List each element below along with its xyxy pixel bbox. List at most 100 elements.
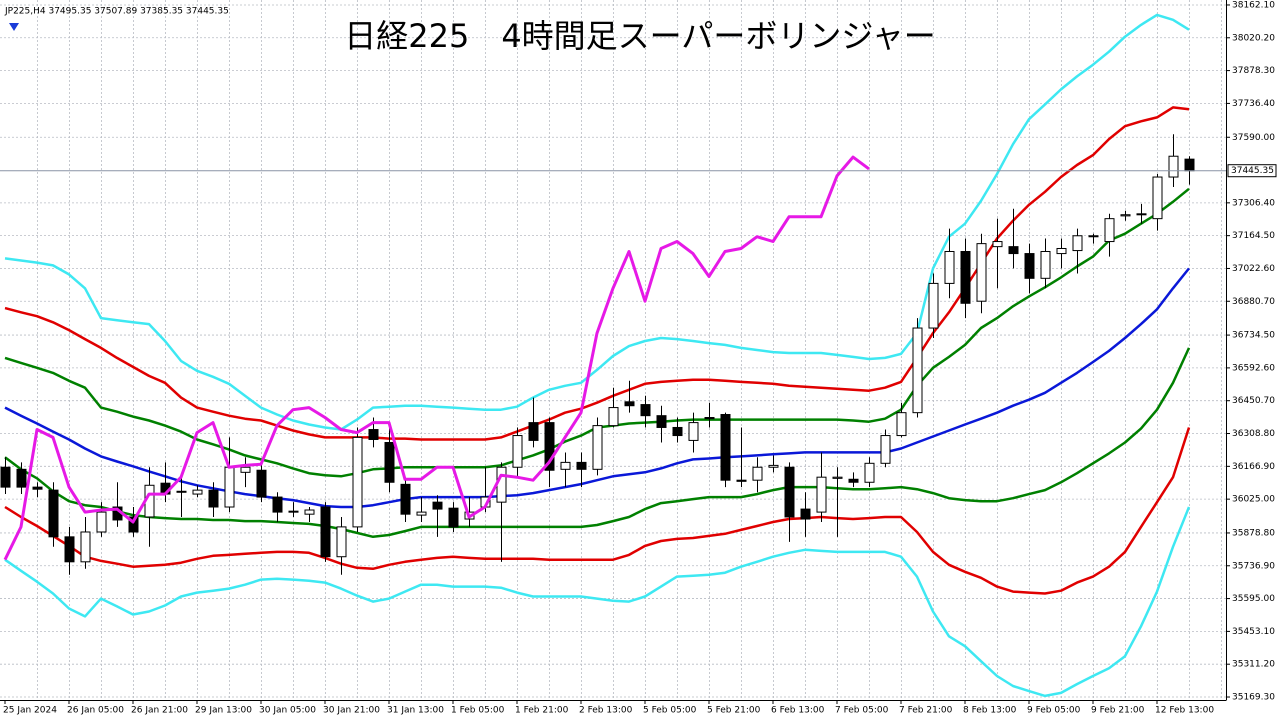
candle-body (784, 466, 795, 518)
candle-body (416, 511, 427, 516)
y-tick-label: 35595.00 (1232, 594, 1275, 604)
candle-body (304, 509, 315, 515)
x-tick-label: 26 Jan 05:00 (67, 706, 124, 716)
candle-body (624, 401, 635, 407)
candle-body (432, 501, 443, 510)
candle-body (1024, 253, 1035, 279)
candle-body (1056, 247, 1067, 255)
candle-body (736, 479, 747, 482)
candle-body (544, 422, 555, 471)
candle-body (1104, 218, 1115, 243)
y-tick-label: 36450.70 (1232, 396, 1275, 406)
indicator-line (3, 155, 870, 561)
x-tick-label: 25 Jan 2024 (3, 706, 57, 716)
candle-body (848, 478, 859, 483)
candle-body (656, 415, 667, 428)
candle-body (864, 462, 875, 483)
y-tick-label: 35311.20 (1232, 660, 1275, 670)
candle-body (912, 327, 923, 414)
bands (4, 13, 1191, 698)
candle-body (800, 508, 811, 520)
candle-body (896, 412, 907, 437)
y-tick-label: 37590.00 (1232, 133, 1275, 143)
y-tick-label: 35878.80 (1232, 528, 1275, 538)
candle-body (368, 429, 379, 440)
x-tick-label: 7 Feb 05:00 (835, 706, 889, 716)
candle-body (688, 422, 699, 441)
chart-title: 日経225 4時間足スーパーボリンジャー (344, 17, 936, 55)
x-tick-label: 1 Feb 05:00 (451, 706, 505, 716)
y-tick-label: 36880.70 (1232, 297, 1275, 307)
candle-body (1168, 155, 1179, 178)
indicator-line (4, 13, 1190, 431)
y-tick-label: 38162.10 (1232, 0, 1275, 10)
candle-body (816, 476, 827, 513)
y-tick-label: 35169.30 (1232, 693, 1275, 703)
x-tick-label: 7 Feb 21:00 (899, 706, 953, 716)
y-tick-label: 37736.40 (1232, 99, 1275, 109)
candle-body (208, 489, 219, 508)
grid (0, 0, 1226, 700)
y-tick-label: 36025.00 (1232, 495, 1275, 505)
y-tick-label: 36166.90 (1232, 462, 1275, 472)
indicator-line (4, 267, 1190, 509)
candle-body (1088, 235, 1099, 238)
candle-body (352, 436, 363, 528)
candle-body (608, 407, 619, 427)
candle-body (704, 417, 715, 420)
candle-body (80, 531, 91, 563)
indicator-line (4, 106, 1190, 441)
x-tick-label: 5 Feb 05:00 (643, 706, 697, 716)
x-tick-label: 5 Feb 21:00 (707, 706, 761, 716)
candle-body (1008, 246, 1019, 255)
candle-body (16, 468, 27, 488)
y-tick-label: 36734.50 (1232, 331, 1275, 341)
indicator-line (4, 506, 1191, 698)
candle-body (256, 469, 267, 498)
candle-body (1072, 235, 1083, 252)
x-tick-label: 1 Feb 21:00 (515, 706, 569, 716)
y-tick-label: 37164.50 (1232, 231, 1275, 241)
candle-body (288, 510, 299, 513)
indicator-line (4, 427, 1191, 595)
x-tick-label: 12 Feb 13:00 (1155, 706, 1214, 716)
candle-body (960, 250, 971, 304)
y-tick-label: 36592.60 (1232, 363, 1275, 373)
candle-body (1152, 176, 1163, 220)
candle-body (832, 476, 843, 479)
x-tick-label: 29 Jan 13:00 (195, 706, 252, 716)
candle-body (496, 466, 507, 503)
x-tick-label: 9 Feb 21:00 (1091, 706, 1145, 716)
candle-body (32, 486, 43, 490)
candle-body (1184, 158, 1195, 172)
x-tick-label: 2 Feb 13:00 (579, 706, 633, 716)
candle-body (224, 466, 235, 508)
candle-body (1120, 214, 1131, 217)
candle-body (992, 241, 1003, 248)
candle-body (1040, 250, 1051, 279)
candle-body (448, 507, 459, 528)
candles (0, 134, 1195, 575)
candle-body (592, 425, 603, 470)
candle-body (976, 243, 987, 302)
indicator-line (4, 347, 1191, 539)
candle-body (320, 506, 331, 558)
candle-body (944, 250, 955, 284)
candle-body (640, 404, 651, 417)
candle-body (400, 483, 411, 515)
candle-body (672, 426, 683, 437)
x-tick-label: 9 Feb 05:00 (1027, 706, 1081, 716)
candle-body (576, 461, 587, 470)
candle-body (880, 435, 891, 464)
candle-body (240, 466, 251, 473)
y-tick-label: 37878.30 (1232, 66, 1275, 76)
candle-body (96, 511, 107, 533)
y-tick-label: 35453.10 (1232, 627, 1275, 637)
y-tick-label: 37306.40 (1232, 198, 1275, 208)
y-tick-label: 37022.60 (1232, 264, 1275, 274)
candle-body (512, 435, 523, 468)
x-tick-label: 8 Feb 13:00 (963, 706, 1017, 716)
candle-body (128, 516, 139, 533)
candle-body (720, 414, 731, 481)
